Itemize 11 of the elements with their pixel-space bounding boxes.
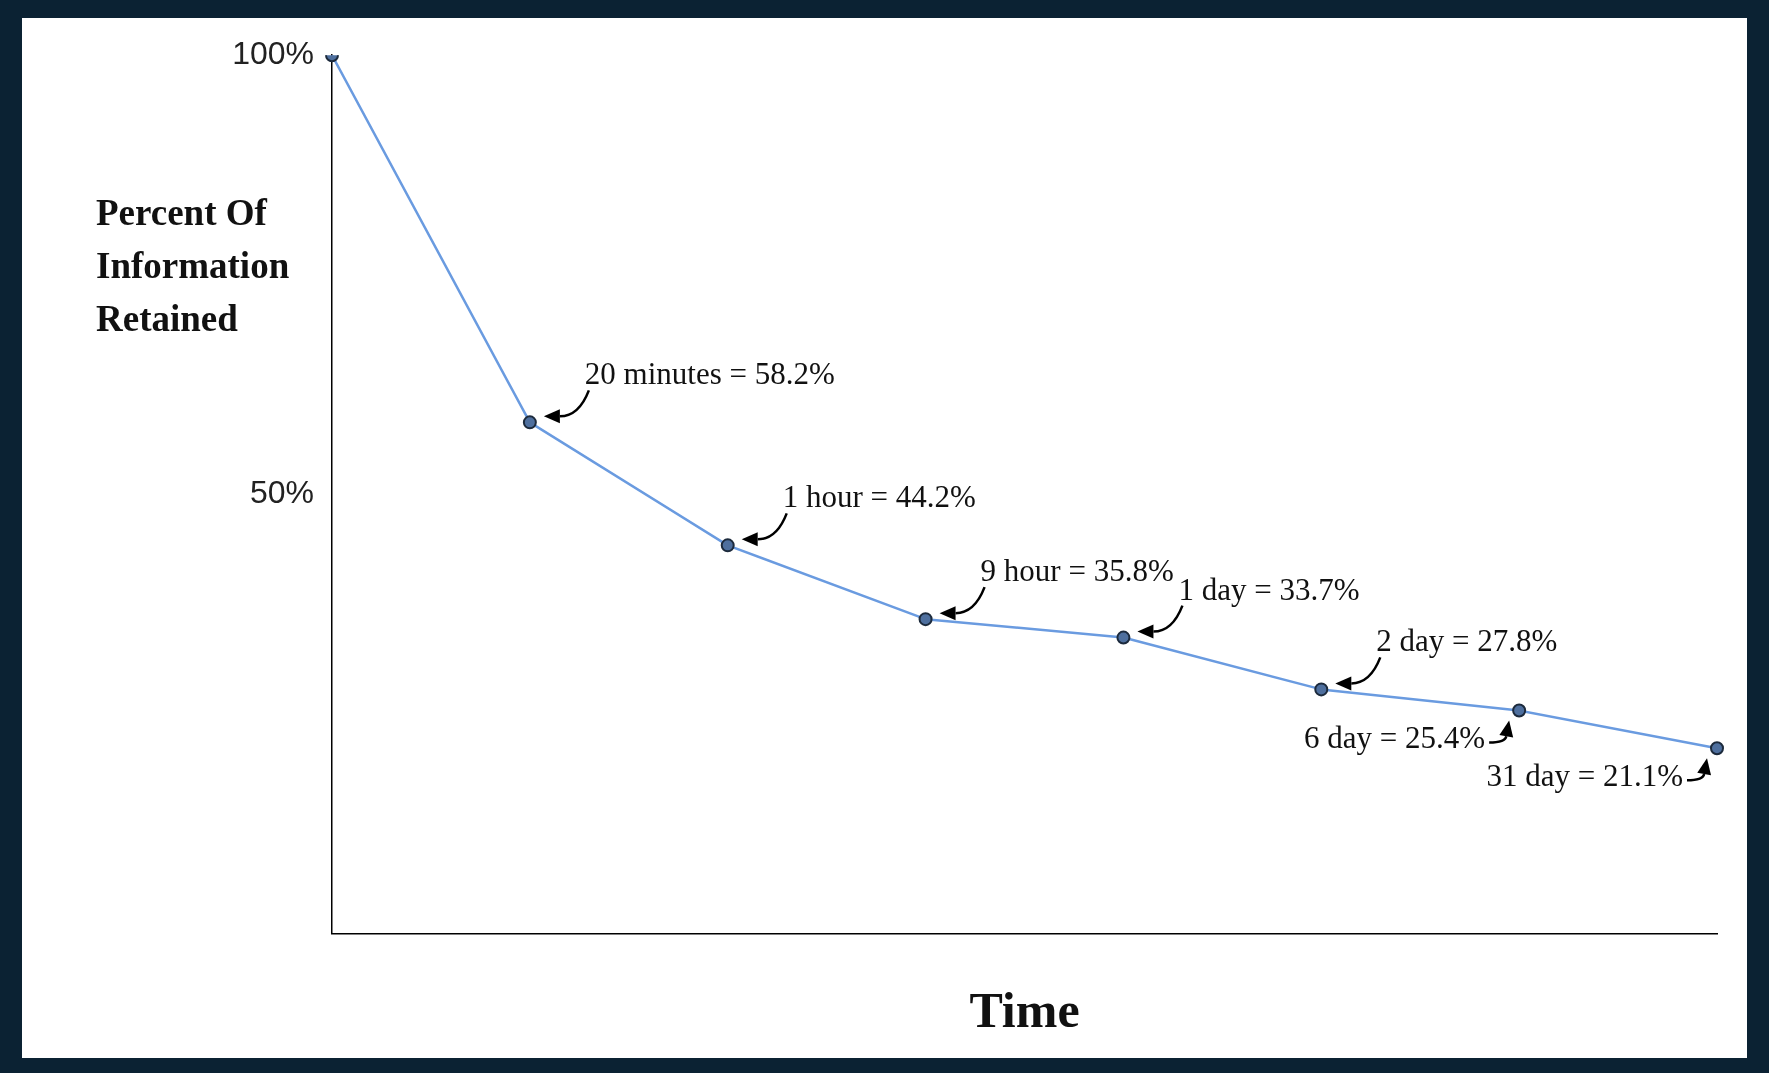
data-label: 9 hour = 35.8% <box>980 553 1174 589</box>
x-axis-title: Time <box>969 981 1080 1038</box>
data-label: 6 day = 25.4% <box>1304 720 1486 756</box>
data-label: 2 day = 27.8% <box>1376 623 1558 659</box>
y-tick-label: 100% <box>232 35 314 72</box>
data-label: 1 day = 33.7% <box>1178 571 1360 607</box>
y-tick-label: 50% <box>249 474 314 511</box>
y-axis-title: Percent Of Information Retained <box>96 191 291 341</box>
data-label: 1 hour = 44.2% <box>782 479 976 515</box>
data-label: 31 day = 21.1% <box>1486 758 1684 794</box>
data-label: 20 minutes = 58.2% <box>584 356 835 392</box>
